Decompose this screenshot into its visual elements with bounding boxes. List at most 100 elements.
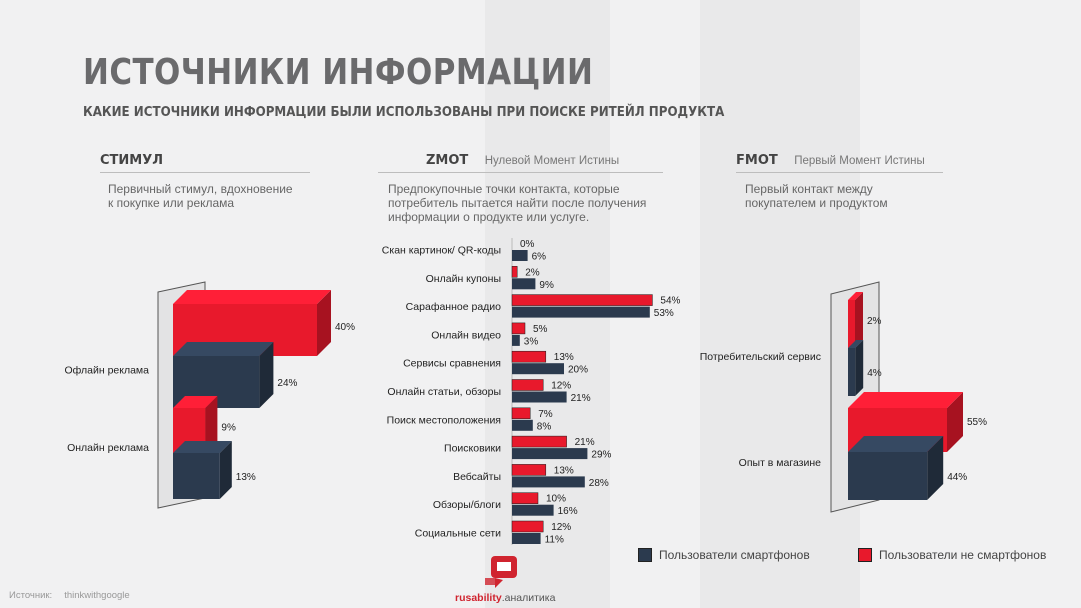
section-description-line: информации о продукте или услуге. [388,210,590,224]
zmot-value-label: 21% [575,437,595,448]
zmot-bar-non-smartphone [511,407,531,420]
brand-logo-icon [485,556,517,588]
zmot-value-label: 5% [533,324,548,335]
brand-name-red: rusability [455,592,502,604]
section-description-line: покупателем и продуктом [745,196,888,210]
fmot-bar-smartphone-side [927,436,944,500]
legend-label-smartphone: Пользователи смартфонов [659,548,810,562]
zmot-category-label: Вебсайты [453,471,501,483]
zmot-value-label: 11% [545,535,564,546]
fmot-bar-smartphone [848,452,928,500]
zmot-value-label: 10% [546,494,566,505]
zmot-category-label: Скан картинок/ QR-коды [382,245,501,257]
zmot-category-label: Поисковики [444,443,501,455]
fmot-value-label: 44% [947,472,967,483]
zmot-bar-non-smartphone [511,294,653,306]
fmot-bar-smartphone-side [855,340,864,396]
zmot-bar-smartphone [512,391,567,403]
zmot-bar-smartphone [512,533,541,544]
zmot-value-label: 0% [520,239,535,250]
zmot-category-label: Сарафанное радио [406,301,502,313]
stimulus-value-label: 13% [236,472,256,483]
stimulus-value-label: 9% [221,423,236,434]
zmot-value-label: 20% [568,365,588,376]
zmot-value-label: 28% [589,478,609,489]
section-description-line: Первый контакт между [745,182,873,196]
brand-name: rusability.аналитика [455,592,555,604]
zmot-bar-smartphone [512,250,528,261]
zmot-category-label: Онлайн видео [431,329,501,341]
stimulus-bar-non-smartphone-top [173,396,218,408]
zmot-value-label: 12% [551,381,571,392]
stimulus-bar-non-smartphone-side [317,290,331,356]
section-description-fmot: Первый контакт между покупателем и проду… [745,182,888,210]
zmot-value-label: 53% [654,308,674,319]
fmot-value-label: 55% [967,417,987,428]
zmot-bar-smartphone [512,334,520,346]
zmot-bar-smartphone [512,278,536,290]
zmot-value-label: 3% [524,336,539,347]
zmot-bar-smartphone [512,476,585,488]
zmot-value-label: 2% [525,267,540,278]
stimulus-value-label: 24% [277,378,297,389]
legend-swatch-smartphone [638,548,652,562]
fmot-bar-non-smartphone-top [848,292,863,300]
zmot-category-label: Онлайн статьи, обзоры [387,386,501,398]
zmot-bar-smartphone [512,504,554,516]
zmot-category-label: Сервисы сравнения [403,358,501,370]
fmot-bar-non-smartphone [848,300,855,348]
zmot-bar-non-smartphone [511,435,567,448]
stimulus-category-label: Офлайн реклама [64,365,149,377]
stimulus-bar-smartphone [173,453,220,499]
section-description-stimulus: Первичный стимул, вдохновение к покупке … [108,182,293,210]
fmot-bar-smartphone [848,348,856,396]
zmot-category-label: Онлайн купоны [426,273,501,285]
zmot-category-label: Социальные сети [415,528,501,540]
zmot-value-label: 54% [660,296,680,307]
zmot-bar-smartphone [512,306,650,318]
zmot-value-label: 13% [554,352,574,363]
section-description-line: Предпокупочные точки контакта, которые [388,182,620,196]
fmot-category-label: Потребительский сервис [700,351,821,363]
zmot-bar-smartphone [512,419,533,431]
fmot-category-label: Опыт в магазине [739,457,821,469]
zmot-category-label: Поиск местоположения [387,414,501,426]
zmot-value-label: 8% [537,421,552,432]
section-name-fmot: FMOT [736,153,778,168]
stimulus-bar-smartphone-top [173,342,274,356]
fmot-bar-non-smartphone-side [855,292,863,348]
fmot-bar-non-smartphone-side [947,392,963,452]
zmot-value-label: 13% [554,465,574,476]
section-description-line: к покупке или реклама [108,196,235,210]
legend-item-smartphone: Пользователи смартфонов [638,548,810,562]
stimulus-bar-non-smartphone-side [205,396,218,453]
stimulus-bar-smartphone-side [219,441,232,499]
zmot-value-label: 29% [591,450,611,461]
source-note: Источник: thinkwithgoogle [9,590,130,601]
stimulus-bar-smartphone-top [173,441,232,453]
zmot-value-label: 12% [551,522,571,533]
zmot-bar-smartphone [512,448,588,460]
zmot-bar-non-smartphone [511,350,547,363]
section-header-stimulus: СТИМУЛ [100,151,310,173]
section-description-line: Первичный стимул, вдохновение [108,182,293,196]
fmot-bar-smartphone-top [848,436,944,452]
section-name-zmot: ZMOT [426,153,469,168]
legend-swatch-non-smartphone [858,548,872,562]
section-subtitle-zmot: Нулевой Момент Истины [484,155,620,167]
zmot-bar-non-smartphone [511,379,544,391]
section-header-zmot: ZMOT Нулевой Момент Истины [378,151,663,173]
zmot-value-label: 9% [539,280,554,291]
zmot-value-label: 7% [538,409,553,420]
section-subtitle-fmot: Первый Момент Истины [794,155,925,167]
source-value: thinkwithgoogle [64,590,130,601]
fmot-value-label: 4% [867,368,882,379]
zmot-bar-non-smartphone [511,266,518,278]
zmot-value-label: 16% [558,506,578,517]
zmot-bar-smartphone [512,363,564,375]
zmot-bar-non-smartphone [511,492,539,504]
section-name-stimulus: СТИМУЛ [100,153,164,168]
legend-label-non-smartphone: Пользователи не смартфонов [879,548,1047,562]
zmot-bar-non-smartphone [511,520,544,533]
